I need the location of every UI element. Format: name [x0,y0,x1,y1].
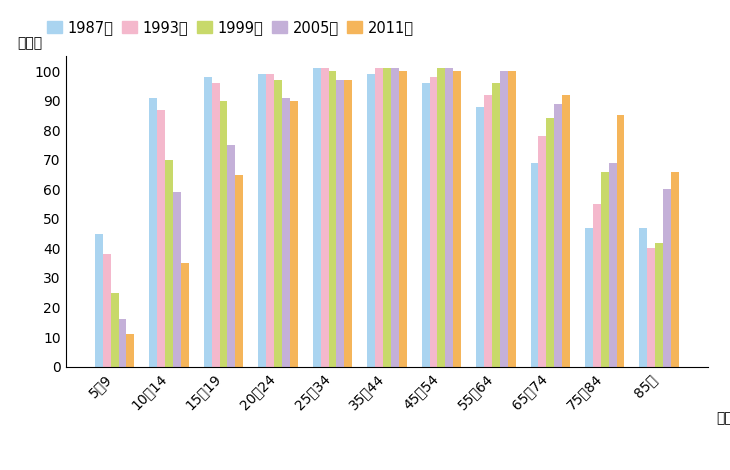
Bar [453,71,461,367]
Bar [546,118,554,367]
Bar [375,68,383,367]
Bar [476,107,484,367]
Bar [258,74,266,367]
Bar [617,116,624,367]
Text: （歳）: （歳） [716,411,730,425]
Bar [484,95,492,367]
Bar [220,101,228,367]
Bar [150,98,157,367]
Bar [235,174,243,367]
Bar [601,172,609,367]
Bar [181,263,189,367]
Bar [554,104,562,367]
Bar [103,254,111,367]
Bar [274,80,282,367]
Legend: 1987年, 1993年, 1999年, 2005年, 2011年: 1987年, 1993年, 1999年, 2005年, 2011年 [47,20,414,35]
Bar [367,74,375,367]
Bar [204,77,212,367]
Bar [157,110,165,367]
Bar [328,71,337,367]
Bar [320,68,329,367]
Text: （％）: （％） [18,36,42,50]
Bar [95,234,103,367]
Bar [118,319,126,367]
Bar [429,77,437,367]
Bar [312,68,320,367]
Bar [290,101,298,367]
Bar [266,74,274,367]
Bar [562,95,570,367]
Bar [126,334,134,367]
Bar [437,68,445,367]
Bar [173,192,181,367]
Bar [663,189,671,367]
Bar [383,68,391,367]
Bar [445,68,453,367]
Bar [671,172,679,367]
Bar [337,80,345,367]
Bar [345,80,352,367]
Bar [593,204,601,367]
Bar [228,145,235,367]
Bar [165,160,173,367]
Bar [648,249,656,367]
Bar [539,136,546,367]
Bar [609,163,617,367]
Bar [500,71,507,367]
Bar [531,163,539,367]
Bar [391,68,399,367]
Bar [639,228,648,367]
Bar [422,83,429,367]
Bar [282,98,290,367]
Bar [492,83,500,367]
Bar [111,293,118,367]
Bar [585,228,593,367]
Bar [399,71,407,367]
Bar [507,71,515,367]
Bar [656,243,663,367]
Bar [212,83,220,367]
